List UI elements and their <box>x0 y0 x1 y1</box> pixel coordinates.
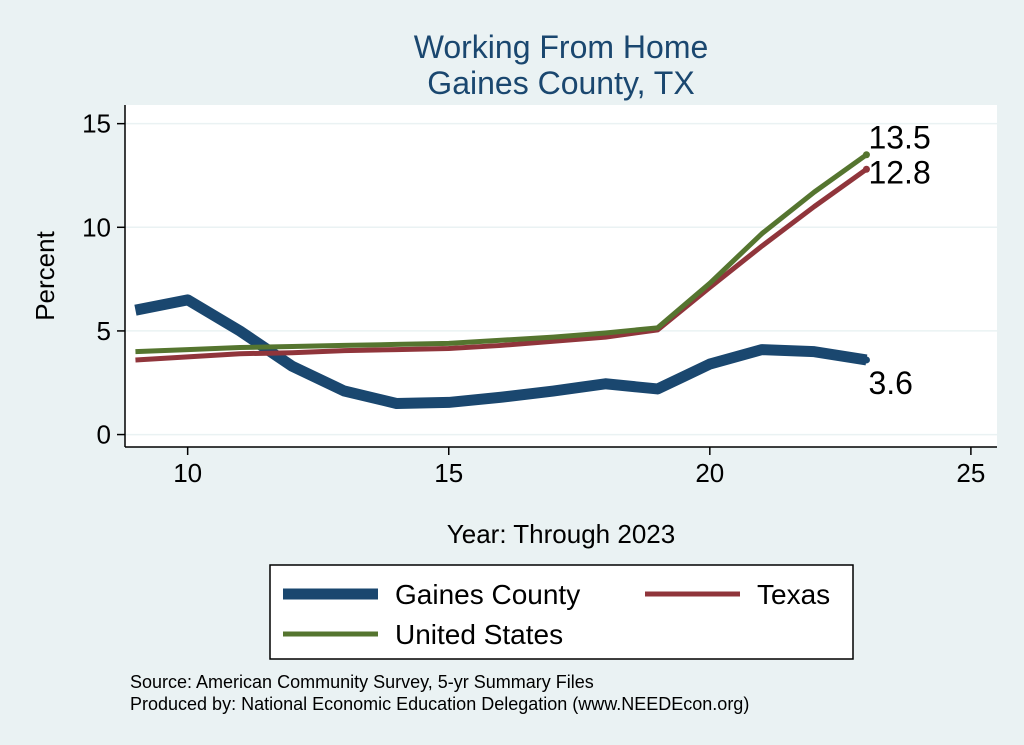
gridlines <box>125 122 997 436</box>
legend-label-united-states: United States <box>395 619 563 650</box>
legend-label-texas: Texas <box>757 579 830 610</box>
chart-title-line-2: Gaines County, TX <box>427 65 694 101</box>
x-axis-title: Year: Through 2023 <box>447 519 675 549</box>
x-tick-label-20: 20 <box>695 458 724 488</box>
producer-note: Produced by: National Economic Education… <box>130 694 749 714</box>
series-line-united-states <box>135 152 868 355</box>
series-end-point-united-states <box>862 151 870 159</box>
series-end-point-gaines-county <box>862 356 870 364</box>
axes: 0 5 10 15 10 15 20 25 <box>82 105 997 488</box>
chart-title-line-1: Working From Home <box>414 29 709 65</box>
y-tick-label-15: 15 <box>82 109 111 139</box>
x-tick-label-10: 10 <box>173 458 202 488</box>
y-axis-title: Percent <box>30 230 60 320</box>
series-lines <box>134 151 870 409</box>
end-label-gaines-county: 3.6 <box>868 365 912 401</box>
y-tick-label-10: 10 <box>82 212 111 242</box>
legend-label-gaines-county: Gaines County <box>395 579 580 610</box>
y-tick-label-0: 0 <box>97 420 111 450</box>
end-label-texas: 12.8 <box>868 154 930 190</box>
y-tick-label-5: 5 <box>97 316 111 346</box>
legend: Gaines County Texas United States <box>283 579 830 650</box>
legend-box <box>269 564 854 660</box>
series-end-point-texas <box>862 165 870 173</box>
x-tick-label-25: 25 <box>956 458 985 488</box>
end-labels: 3.6 12.813.5 <box>868 120 930 401</box>
series-line-gaines-county <box>134 294 868 409</box>
end-label-united-states: 13.5 <box>868 120 930 156</box>
series-line-texas <box>135 167 868 363</box>
source-note: Source: American Community Survey, 5-yr … <box>130 672 594 692</box>
x-tick-label-15: 15 <box>434 458 463 488</box>
